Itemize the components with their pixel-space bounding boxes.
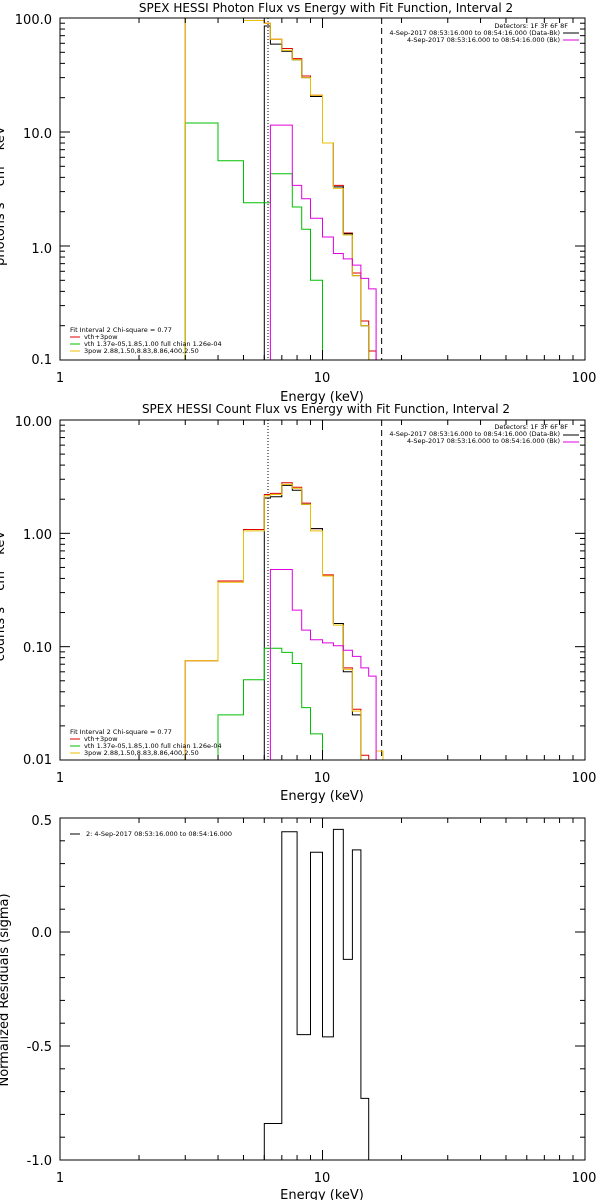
count-flux-legend-vth: vth 1.37e-05,1.85,1.00 full chian 1.26e-… xyxy=(84,742,222,750)
photon-flux-x-tick-label: 10 xyxy=(314,371,331,386)
series-bk-step-line xyxy=(269,569,383,760)
photon-flux-legend-bk: 4-Sep-2017 08:53:16.000 to 08:54:16.000 … xyxy=(407,36,560,44)
photon-flux-y-tick-label: 0.1 xyxy=(31,353,52,368)
count-flux-legend-3pow: 3pow 2.88,1.50,8.83,8.86,400,2.50 xyxy=(84,749,199,757)
photon-flux-x-tick-label: 100 xyxy=(572,371,597,386)
residuals-plot-area xyxy=(263,828,383,1161)
count-flux-top-legend: Detectors: 1F 3F 6F 8F 4-Sep-2017 08:53:… xyxy=(389,423,568,445)
series-data-step-line xyxy=(263,484,377,760)
photon-flux-legend-3pow: 3pow 2.88,1.50,8.83,8.86,400,2.50 xyxy=(84,347,199,355)
series-vth-step-line xyxy=(185,647,334,760)
count-flux-detectors-label: Detectors: 1F 3F 6F 8F xyxy=(494,423,568,431)
residuals-x-tick-label: 10 xyxy=(314,1171,331,1186)
count-flux-panel: SPEX HESSI Count Flux vs Energy with Fit… xyxy=(0,402,596,804)
photon-flux-y-tick-label: 100.0 xyxy=(15,13,52,28)
count-flux-y-tick-label: 0.01 xyxy=(23,753,52,768)
count-flux-x-axis-label: Energy (keV) xyxy=(280,789,364,804)
photon-flux-y-tick-label: 10.0 xyxy=(23,127,52,142)
photon-flux-plot-area xyxy=(184,18,396,360)
series-bk-step-line xyxy=(269,124,383,360)
series-pow-step-line xyxy=(184,18,396,360)
count-flux-x-tick-label: 100 xyxy=(572,771,597,786)
series-pow-step-line xyxy=(184,483,396,760)
count-flux-y-tick-label: 1.00 xyxy=(23,528,52,543)
series-group xyxy=(184,18,396,360)
photon-flux-panel: SPEX HESSI Photon Flux vs Energy with Fi… xyxy=(0,1,597,405)
photon-flux-title: SPEX HESSI Photon Flux vs Energy with Fi… xyxy=(139,1,513,15)
photon-flux-fit-legend: Fit Interval 2 Chi-square = 0.77 vth+3po… xyxy=(70,326,222,355)
series-group xyxy=(184,420,396,760)
count-flux-title: SPEX HESSI Count Flux vs Energy with Fit… xyxy=(142,402,510,416)
residuals-legend-label: 2: 4-Sep-2017 08:53:16.000 to 08:54:16.0… xyxy=(86,830,232,838)
residuals-panel: 1 10 100 -1.0 -0.5 0.0 0.5 Energy (keV) … xyxy=(0,814,597,1203)
residuals-y-tick-label: 0.0 xyxy=(31,926,52,941)
residuals-y-axis-label: Normalized Residuals (sigma) xyxy=(0,893,12,1086)
residuals-x-axis-label: Energy (keV) xyxy=(280,1188,364,1200)
count-flux-y-tick-label: 10.00 xyxy=(15,415,52,430)
count-flux-x-tick-label: 10 xyxy=(314,771,331,786)
photon-flux-fit-chi-square: Fit Interval 2 Chi-square = 0.77 xyxy=(70,326,172,334)
residuals-y-tick-label: -0.5 xyxy=(27,1040,52,1055)
count-flux-y-axis-label: counts s⁻¹ cm⁻² keV⁻¹ xyxy=(0,519,8,662)
count-flux-legend-vth-3pow: vth+3pow xyxy=(84,735,118,743)
residuals-y-tick-label: -1.0 xyxy=(27,1154,52,1169)
count-flux-fit-legend: Fit Interval 2 Chi-square = 0.77 vth+3po… xyxy=(70,728,222,757)
photon-flux-ticks xyxy=(59,17,586,361)
photon-flux-x-tick-label: 1 xyxy=(56,371,64,386)
photon-flux-legend-vth: vth 1.37e-05,1.85,1.00 full chian 1.26e-… xyxy=(84,340,222,348)
series-data-step-line xyxy=(263,25,377,360)
residuals-ticks xyxy=(59,817,586,1161)
count-flux-plot-area xyxy=(184,420,396,760)
photon-flux-y-axis-label: photons s⁻¹ cm⁻² keV⁻¹ xyxy=(0,114,8,266)
count-flux-legend-bk: 4-Sep-2017 08:53:16.000 to 08:54:16.000 … xyxy=(407,437,560,445)
residuals-step-line xyxy=(263,828,383,1161)
count-flux-y-tick-label: 0.10 xyxy=(23,641,52,656)
residuals-y-tick-label: 0.5 xyxy=(31,814,52,829)
photon-flux-y-tick-label: 1.0 xyxy=(31,242,52,257)
photon-flux-detectors-label: Detectors: 1F 3F 6F 8F xyxy=(494,22,568,30)
series-sum-step-line xyxy=(184,18,396,360)
count-flux-ticks xyxy=(59,419,586,761)
count-flux-frame xyxy=(59,419,586,761)
photon-flux-x-axis-label: Energy (keV) xyxy=(280,390,364,405)
residuals-x-tick-label: 100 xyxy=(572,1171,597,1186)
residuals-x-tick-label: 1 xyxy=(56,1171,64,1186)
count-flux-legend-data-bk: 4-Sep-2017 08:53:16.000 to 08:54:16.000 … xyxy=(389,430,560,438)
photon-flux-legend-data-bk: 4-Sep-2017 08:53:16.000 to 08:54:16.000 … xyxy=(389,29,560,37)
photon-flux-top-legend: Detectors: 1F 3F 6F 8F 4-Sep-2017 08:53:… xyxy=(389,22,568,44)
series-sum-step-line xyxy=(184,482,396,760)
series-vth-step-line xyxy=(184,122,334,360)
count-flux-x-tick-label: 1 xyxy=(56,771,64,786)
photon-flux-legend-vth-3pow: vth+3pow xyxy=(84,333,118,341)
count-flux-fit-chi-square: Fit Interval 2 Chi-square = 0.77 xyxy=(70,728,172,736)
